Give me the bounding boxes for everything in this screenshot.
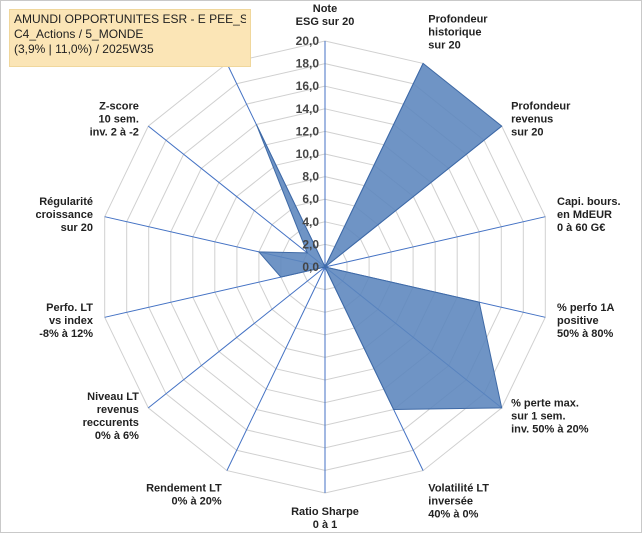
axis-label-7-line-1: 0 à 1 bbox=[313, 519, 337, 531]
axis-label-0: Note ESG sur 20 bbox=[296, 3, 355, 28]
tick-label-5: 10,0 bbox=[296, 147, 320, 161]
axis-label-2-line-1: revenus bbox=[511, 114, 553, 126]
axis-label-10: Perfo. LT vs index -8% à 12% bbox=[39, 302, 94, 340]
axis-label-4-line-1: positive bbox=[557, 315, 599, 327]
axis-label-1: Profondeur historique sur 20 bbox=[428, 14, 488, 52]
title-line-3: (3,9% | 11,0%) / 2025W35 bbox=[14, 42, 154, 56]
axis-label-12-line-1: 10 sem. bbox=[99, 114, 139, 126]
spoke-8 bbox=[226, 266, 326, 471]
axis-label-3-line-2: 0 à 60 G€ bbox=[557, 222, 605, 234]
axis-label-1-line-0: Profondeur bbox=[428, 14, 488, 26]
axis-label-7: Ratio Sharpe 0 à 1 bbox=[291, 506, 359, 531]
axis-label-2: Profondeur revenus sur 20 bbox=[511, 101, 571, 139]
axis-label-3: Capi. bours. en MdEUR 0 à 60 G€ bbox=[557, 196, 621, 234]
tick-label-3: 6,0 bbox=[302, 192, 319, 206]
axis-label-6-line-2: 40% à 0% bbox=[428, 508, 478, 520]
axis-label-9-line-3: 0% à 6% bbox=[95, 430, 139, 442]
axis-label-5-line-1: sur 1 sem. bbox=[511, 410, 565, 422]
axis-label-10-line-2: -8% à 12% bbox=[39, 328, 93, 340]
tick-label-4: 8,0 bbox=[302, 170, 319, 184]
axis-label-8-line-1: 0% à 20% bbox=[172, 495, 222, 507]
axis-label-9: Niveau LT revenus reccurents 0% à 6% bbox=[83, 391, 140, 442]
tick-label-7: 14,0 bbox=[296, 102, 320, 116]
axis-label-8: Rendement LT 0% à 20% bbox=[146, 482, 222, 507]
axis-label-6-line-1: inversée bbox=[428, 495, 473, 507]
axis-label-3-line-1: en MdEUR bbox=[557, 209, 612, 221]
axis-label-11-line-2: sur 20 bbox=[61, 222, 93, 234]
axis-label-3-line-0: Capi. bours. bbox=[557, 196, 621, 208]
axis-label-9-line-0: Niveau LT bbox=[87, 391, 139, 403]
axis-label-0-line-0: Note bbox=[313, 3, 337, 15]
spoke-9 bbox=[147, 266, 326, 409]
title-box: AMUNDI OPPORTUNITES ESR - E PEE_SG Acc C… bbox=[9, 9, 251, 67]
axis-label-12-line-2: inv. 2 à -2 bbox=[90, 127, 139, 139]
axis-label-12-line-0: Z-score bbox=[99, 101, 139, 113]
tick-label-1: 2,0 bbox=[302, 237, 319, 251]
spoke-12 bbox=[147, 125, 326, 268]
axis-label-4-line-2: 50% à 80% bbox=[557, 328, 613, 340]
axis-label-6-line-0: Volatilité LT bbox=[428, 482, 489, 494]
axis-label-5-line-2: inv. 50% à 20% bbox=[511, 423, 589, 435]
axis-label-12: Z-score 10 sem. inv. 2 à -2 bbox=[90, 101, 139, 139]
axis-label-9-line-1: revenus bbox=[97, 404, 139, 416]
tick-label-8: 16,0 bbox=[296, 79, 320, 93]
axis-label-4-line-0: % perfo 1A bbox=[557, 302, 615, 314]
tick-label-10: 20,0 bbox=[296, 34, 320, 48]
title-line-1: AMUNDI OPPORTUNITES ESR - E PEE_SG Acc bbox=[14, 12, 246, 26]
tick-label-0: 0,0 bbox=[302, 260, 319, 274]
axis-label-9-line-2: reccurents bbox=[83, 417, 139, 429]
axis-label-0-line-1: ESG sur 20 bbox=[296, 16, 355, 28]
axis-label-8-line-0: Rendement LT bbox=[146, 482, 222, 494]
axis-label-5-line-0: % perte max. bbox=[511, 397, 579, 409]
tick-label-9: 18,0 bbox=[296, 57, 320, 71]
axis-label-10-line-0: Perfo. LT bbox=[46, 302, 93, 314]
spoke-3 bbox=[324, 216, 546, 268]
axis-label-11: Régularité croissance sur 20 bbox=[36, 196, 93, 234]
title-line-2: C4_Actions / 5_MONDE bbox=[14, 27, 144, 41]
axis-label-10-line-1: vs index bbox=[49, 315, 94, 327]
axis-label-7-line-0: Ratio Sharpe bbox=[291, 506, 359, 518]
axis-label-6: Volatilité LT inversée 40% à 0% bbox=[428, 482, 489, 520]
axis-label-11-line-1: croissance bbox=[36, 209, 93, 221]
tick-label-6: 12,0 bbox=[296, 124, 320, 138]
axis-label-2-line-0: Profondeur bbox=[511, 101, 571, 113]
axis-label-1-line-1: historique bbox=[428, 27, 481, 39]
tick-label-2: 4,0 bbox=[302, 215, 319, 229]
axis-label-11-line-0: Régularité bbox=[39, 196, 93, 208]
axis-label-2-line-2: sur 20 bbox=[511, 127, 543, 139]
axis-label-1-line-2: sur 20 bbox=[428, 40, 460, 52]
axis-label-4: % perfo 1A positive 50% à 80% bbox=[557, 302, 615, 340]
axis-label-5: % perte max. sur 1 sem. inv. 50% à 20% bbox=[511, 397, 589, 435]
